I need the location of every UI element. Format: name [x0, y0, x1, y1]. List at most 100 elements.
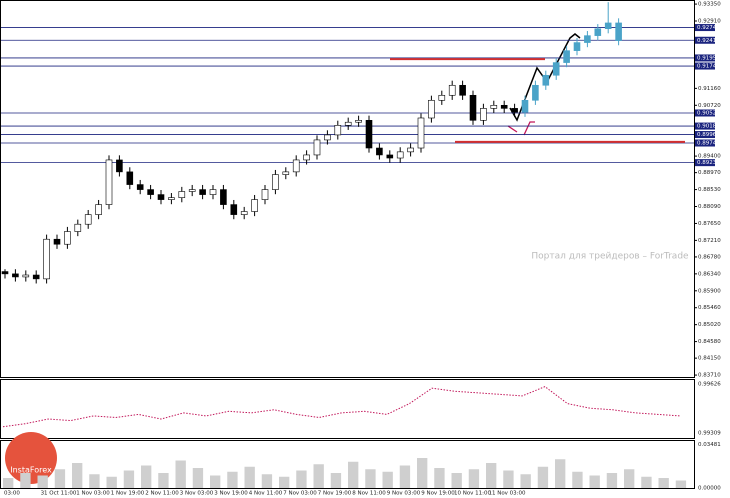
candle-body	[12, 273, 19, 278]
level-box	[695, 36, 715, 44]
y-tick-label: 0.83710	[698, 373, 721, 379]
y-tick-label: 0.88970	[698, 170, 721, 176]
candle-body	[303, 154, 310, 161]
level-label: 0.9052	[697, 110, 716, 116]
candle-body	[396, 151, 404, 159]
x-tick-label: 4 Nov 11:00	[249, 491, 283, 497]
candle-body	[147, 189, 154, 195]
volume-bar	[606, 473, 618, 488]
osc-line	[2, 386, 681, 428]
x-tick-label: 3 Nov 03:00	[180, 491, 214, 497]
logo-text: InstaForex	[10, 466, 52, 475]
candle-body	[604, 22, 612, 30]
volume-bar	[72, 463, 83, 488]
candle-body	[594, 28, 602, 36]
level-label: 0.9241	[697, 38, 716, 44]
main-frame	[0, 0, 695, 378]
volume-bar	[227, 471, 238, 488]
volume-bar	[296, 470, 307, 488]
level-box	[695, 54, 715, 62]
volume-bar	[589, 475, 600, 488]
volume-bar	[89, 474, 100, 488]
candle-body	[230, 204, 238, 215]
volume-bar	[365, 469, 376, 488]
level-label: 0.8974	[697, 141, 717, 147]
volume-bar	[537, 466, 549, 488]
candle-body	[542, 74, 550, 86]
annotation-bracket	[507, 125, 518, 133]
candle-body	[334, 125, 342, 136]
volume-bar	[503, 470, 514, 488]
candle-body	[344, 121, 352, 126]
x-tick-label: 9 Nov 19:00	[421, 491, 455, 497]
candle-body	[459, 84, 466, 96]
candle-body	[261, 189, 269, 200]
annotation-bracket	[523, 121, 535, 136]
volume-bar	[20, 473, 31, 488]
y-tick-label: 0.89400	[698, 154, 721, 160]
level-label: 0.8923	[697, 160, 717, 166]
candle-body	[74, 223, 82, 232]
candle-body	[168, 197, 175, 200]
candle-body	[126, 171, 134, 185]
volume-bar	[192, 468, 204, 488]
candle-body	[448, 84, 456, 96]
y-tick-label: 0.87650	[698, 221, 721, 227]
volume-bar	[330, 473, 342, 488]
volume-bar	[210, 475, 221, 488]
candle-body	[95, 204, 102, 215]
y-tick-label: 0.92910	[698, 19, 721, 25]
candle-body	[209, 189, 217, 195]
x-tick-label: 03:00	[4, 491, 20, 497]
volume-bar	[261, 474, 273, 488]
candle-body	[251, 199, 258, 212]
candle-body	[220, 189, 227, 205]
candle-body	[282, 171, 290, 175]
candle-body	[105, 159, 113, 205]
volume-bar	[468, 469, 480, 488]
volume-bar	[158, 473, 169, 488]
candle-body	[386, 154, 394, 159]
candle-body	[313, 139, 321, 156]
candle-body	[64, 231, 71, 245]
volume-bar	[624, 469, 635, 488]
volume-bar	[37, 475, 48, 488]
candle-body	[428, 99, 435, 119]
candle-body	[573, 42, 581, 51]
x-tick-label: 10 Nov 11:00	[454, 491, 492, 497]
level-label: 0.8996	[697, 132, 717, 138]
level-label: 0.9018	[697, 124, 717, 130]
x-tick-label: 31 Oct 11:00	[41, 491, 77, 497]
level-box	[695, 24, 715, 32]
volume-bar	[641, 476, 652, 488]
volume-frame	[0, 440, 695, 489]
candle-body	[272, 174, 279, 190]
candle-body	[157, 194, 165, 200]
y-tick-label: 0.90720	[698, 103, 721, 109]
osc-tick-label: 0.99309	[698, 431, 721, 437]
candle-body	[292, 159, 300, 173]
candle-body	[178, 191, 186, 198]
y-tick-label: 0.84150	[698, 356, 721, 362]
volume-bar	[313, 464, 324, 488]
volume-bar	[675, 480, 687, 488]
level-box	[695, 62, 715, 70]
volume-bar	[175, 460, 186, 488]
candle-body	[615, 22, 622, 41]
candle-body	[511, 108, 518, 113]
level-label: 0.9195	[697, 55, 717, 61]
x-tick-label: 2 Nov 11:00	[145, 491, 179, 497]
volume-bar	[123, 470, 135, 488]
candle-body	[552, 62, 560, 76]
y-tick-label: 0.86340	[698, 271, 721, 277]
y-tick-label: 0.85020	[698, 322, 721, 328]
level-box	[695, 122, 715, 130]
y-tick-label: 0.93350	[698, 2, 721, 8]
osc-tick-label: 0.99626	[698, 382, 721, 388]
volume-tick-label: 0.00000	[698, 486, 721, 492]
volume-bar	[434, 468, 445, 488]
y-tick-label: 0.91160	[698, 86, 721, 92]
candle-body	[376, 147, 383, 156]
osc-frame	[0, 379, 695, 439]
